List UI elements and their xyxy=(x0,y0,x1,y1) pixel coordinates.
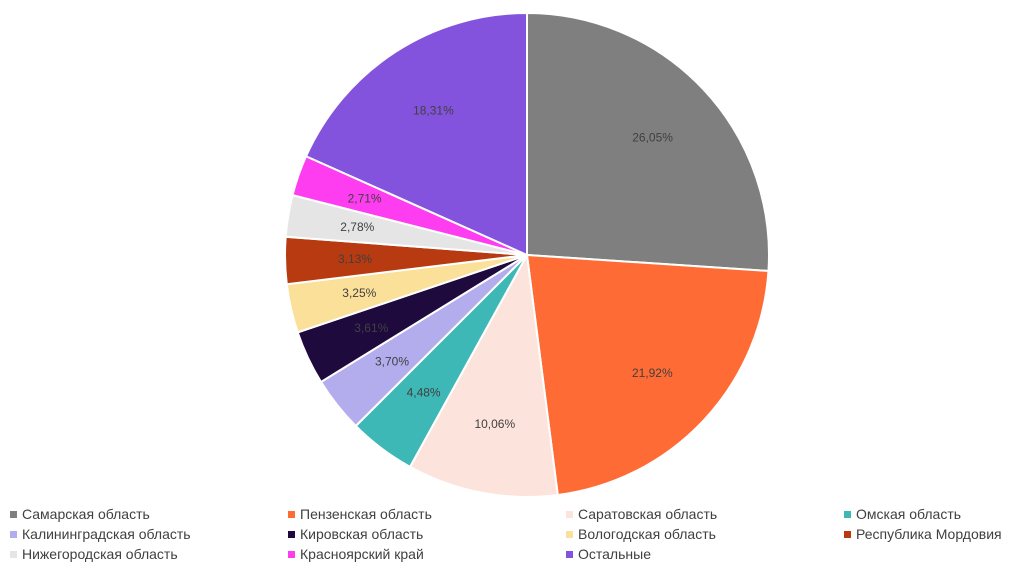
pie-slice xyxy=(525,253,770,497)
legend-label: Пензенская область xyxy=(300,506,432,522)
legend-swatch xyxy=(566,550,573,558)
slice-data-label: 21,92% xyxy=(632,366,673,380)
legend-label: Нижегородская область xyxy=(22,546,178,562)
legend-item: Кировская область xyxy=(288,525,566,543)
legend-swatch xyxy=(10,550,17,558)
legend-label: Кировская область xyxy=(300,526,424,542)
pie-slices xyxy=(284,11,770,498)
slice-data-label: 2,78% xyxy=(340,220,374,234)
slice-data-label: 2,71% xyxy=(348,191,382,205)
pie-slice xyxy=(526,11,770,273)
legend-item: Красноярский край xyxy=(288,545,566,563)
slice-data-label: 4,48% xyxy=(407,385,441,399)
slice-data-label: 10,06% xyxy=(474,417,515,431)
legend-swatch xyxy=(10,510,17,518)
legend-label: Калининградская область xyxy=(22,526,191,542)
legend-swatch xyxy=(288,510,295,518)
pie-slice xyxy=(408,251,559,498)
legend-item: Вологодская область xyxy=(566,525,844,543)
legend-swatch xyxy=(566,510,573,518)
legend-item: Остальные xyxy=(566,545,844,563)
slice-data-label: 3,61% xyxy=(354,321,388,335)
legend-swatch xyxy=(844,530,851,538)
slice-data-label: 26,05% xyxy=(632,131,673,145)
legend-swatch xyxy=(566,530,573,538)
legend-item: Республика Мордовия xyxy=(844,525,1027,543)
legend-swatch xyxy=(844,510,851,518)
pie-slice xyxy=(304,11,528,257)
legend-swatch xyxy=(288,530,295,538)
slice-data-label: 3,25% xyxy=(342,286,376,300)
slice-data-label: 18,31% xyxy=(413,104,454,118)
legend-label: Республика Мордовия xyxy=(856,526,1002,542)
pie-chart: 26,05% 21,92% 10,06% 4,48% 3,70% 3,61% 3,25% 3,… xyxy=(284,11,770,498)
legend-label: Саратовская область xyxy=(578,506,718,522)
legend-item: Омская область xyxy=(844,505,1027,523)
legend-swatch xyxy=(288,550,295,558)
slice-data-label: 3,70% xyxy=(375,355,409,369)
legend-label: Омская область xyxy=(856,506,962,522)
legend-item: Нижегородская область xyxy=(10,545,288,563)
legend-swatch xyxy=(10,530,17,538)
pie-labels: 26,05% 21,92% 10,06% 4,48% 3,70% 3,61% 3,25% 3,… xyxy=(338,104,673,431)
legend-label: Красноярский край xyxy=(300,546,424,562)
legend-item: Пензенская область xyxy=(288,505,566,523)
legend-label: Самарская область xyxy=(22,506,150,522)
legend-label: Вологодская область xyxy=(578,526,716,542)
legend-item: Самарская область xyxy=(10,505,288,523)
slice-data-label: 3,13% xyxy=(338,252,372,266)
legend-label: Остальные xyxy=(578,546,651,562)
chart-legend: Самарская область Пензенская область Сарат… xyxy=(10,505,1027,563)
legend-item: Саратовская область xyxy=(566,505,844,523)
legend-item: Калининградская область xyxy=(10,525,288,543)
